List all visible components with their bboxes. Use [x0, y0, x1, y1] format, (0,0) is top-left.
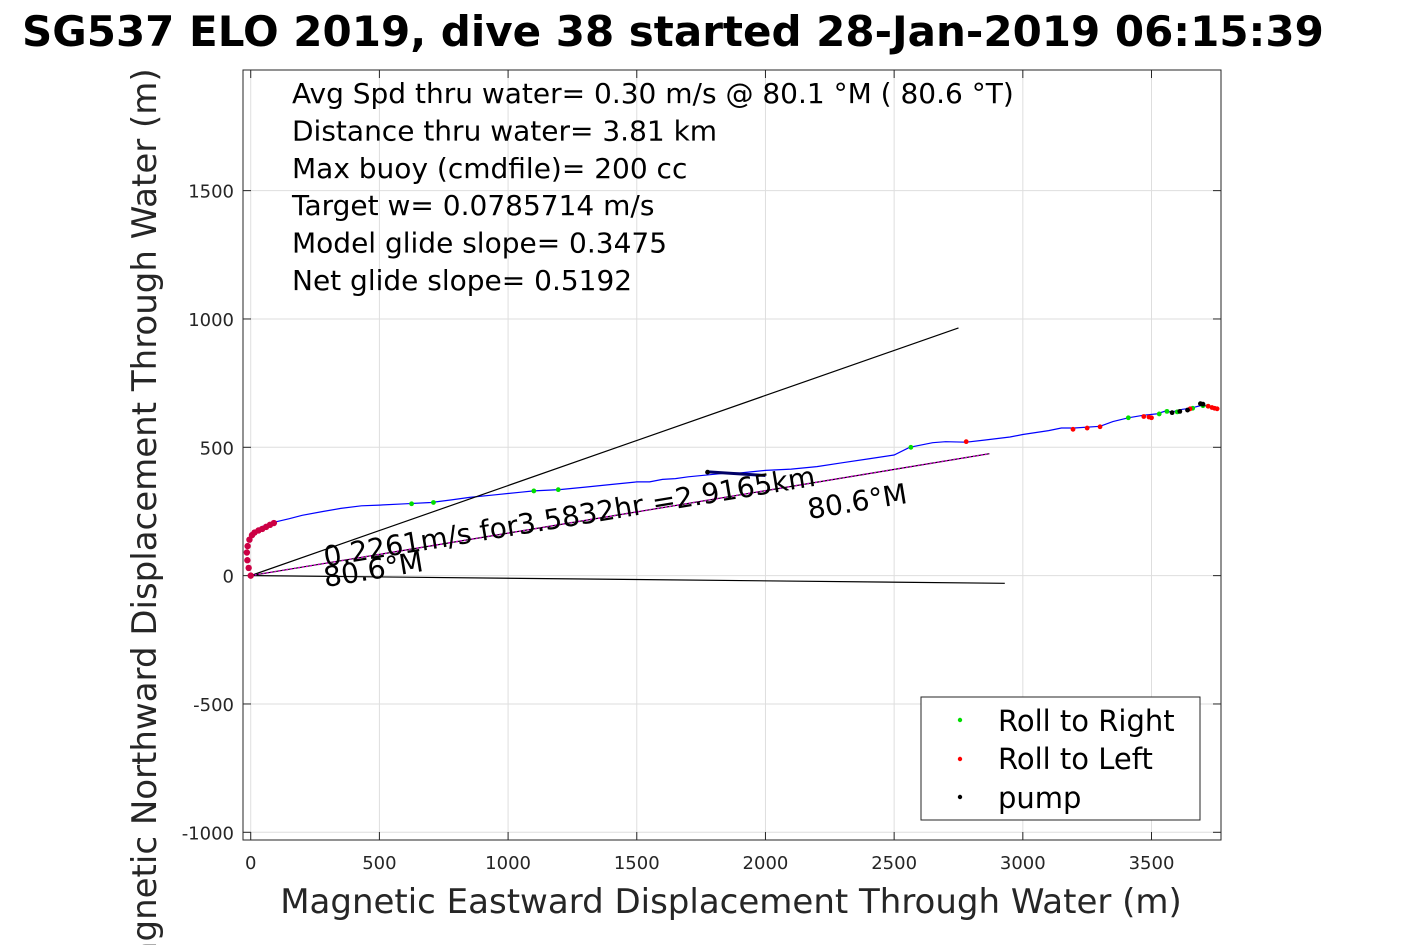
- legend-label-pump: pump: [998, 781, 1081, 815]
- markers-group: [243, 401, 1220, 579]
- y-tick-label: -1000: [182, 823, 234, 844]
- loop-marker: [247, 572, 254, 579]
- info-line: Model glide slope= 0.3475: [292, 227, 667, 260]
- info-line: Distance thru water= 3.81 km: [292, 114, 717, 147]
- loop-marker: [245, 564, 252, 572]
- marker-pump: [1185, 407, 1190, 413]
- series-cone-upper: [250, 327, 959, 577]
- loop-marker: [244, 542, 251, 550]
- y-tick-label: 1500: [188, 182, 234, 203]
- marker-roll-right: [431, 500, 436, 505]
- marker-roll-left: [1205, 403, 1211, 409]
- marker-roll-left: [1214, 406, 1220, 412]
- legend-label-roll-left: Roll to Left: [998, 742, 1153, 776]
- y-tick-label: -500: [193, 695, 234, 716]
- marker-roll-left: [1149, 415, 1154, 421]
- chart-title: SG537 ELO 2019, dive 38 started 28-Jan-2…: [22, 7, 1324, 56]
- marker-roll-left: [1070, 426, 1076, 432]
- x-axis-ticks: 0 500 1000 1500 2000 2500 3000 3500: [245, 70, 1174, 874]
- marker-roll-right: [531, 488, 537, 494]
- marker-roll-right: [908, 444, 914, 450]
- loop-marker: [270, 519, 278, 527]
- marker-roll-left: [1084, 425, 1090, 431]
- plot-frame: [242, 69, 1222, 841]
- y-axis-ticks: -1000 -500 0 500 1000 1500: [182, 182, 1221, 844]
- marker-roll-right: [1125, 415, 1131, 421]
- series-current: [706, 470, 766, 477]
- info-text-block: Avg Spd thru water= 0.30 m/s @ 80.1 °M (…: [291, 77, 1014, 297]
- series-group: [250, 327, 1219, 584]
- y-tick-label: 1000: [188, 310, 234, 331]
- y-axis-label: Magnetic Northward Displacement Through …: [125, 68, 165, 945]
- marker-roll-right: [555, 487, 561, 493]
- x-tick-label: 2500: [871, 853, 917, 874]
- marker-roll-left: [1141, 414, 1147, 419]
- x-axis-label: Magnetic Eastward Displacement Through W…: [280, 882, 1182, 922]
- x-tick-label: 3000: [1000, 853, 1046, 874]
- marker-pump: [705, 469, 710, 475]
- info-line: Target w= 0.0785714 m/s: [291, 189, 654, 222]
- loop-marker: [243, 549, 251, 556]
- x-tick-label: 500: [362, 853, 396, 874]
- marker-roll-right: [1164, 408, 1170, 414]
- x-tick-label: 2000: [743, 853, 789, 874]
- x-tick-label: 1500: [614, 853, 660, 874]
- loop-marker: [244, 557, 251, 564]
- marker-roll-right: [1156, 411, 1162, 417]
- info-line: Net glide slope= 0.5192: [292, 264, 632, 297]
- info-line: Max buoy (cmdfile)= 200 cc: [292, 152, 687, 185]
- legend-marker-roll-right: [957, 717, 963, 723]
- marker-roll-left: [963, 439, 969, 445]
- legend: Roll to Right Roll to Left pump: [920, 696, 1201, 821]
- y-tick-label: 500: [200, 438, 234, 459]
- marker-pump: [1177, 408, 1183, 414]
- info-line: Avg Spd thru water= 0.30 m/s @ 80.1 °M (…: [292, 77, 1014, 110]
- marker-roll-left: [1097, 424, 1103, 430]
- marker-pump: [1200, 401, 1206, 407]
- legend-marker-roll-left: [957, 756, 963, 762]
- x-tick-label: 0: [245, 853, 256, 874]
- x-tick-label: 3500: [1129, 853, 1175, 874]
- marker-roll-right: [409, 501, 414, 507]
- x-tick-label: 1000: [485, 853, 531, 874]
- y-tick-label: 0: [223, 567, 234, 588]
- series-net-travel-dashed: [250, 452, 990, 577]
- legend-marker-pump: [957, 794, 963, 800]
- marker-pump: [1169, 410, 1175, 416]
- series-cone-lower: [250, 575, 1005, 584]
- legend-box: [920, 696, 1201, 821]
- legend-label-roll-right: Roll to Right: [998, 704, 1175, 738]
